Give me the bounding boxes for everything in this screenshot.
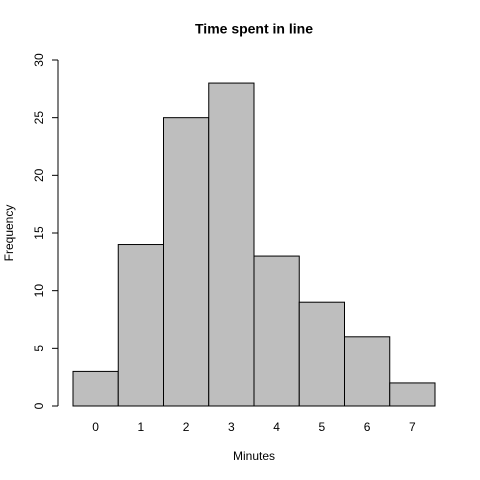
y-tick-label: 20 <box>32 168 46 182</box>
x-tick-label: 7 <box>409 420 416 434</box>
x-tick-label: 6 <box>364 420 371 434</box>
y-tick-label: 10 <box>32 284 46 298</box>
x-tick-label: 2 <box>183 420 190 434</box>
x-tick-label: 5 <box>319 420 326 434</box>
x-tick-label: 0 <box>92 420 99 434</box>
bar <box>298 301 345 407</box>
y-tick-label: 25 <box>32 111 46 125</box>
bar <box>72 370 119 407</box>
y-tick-label: 5 <box>32 345 46 352</box>
bar <box>253 255 300 407</box>
y-tick-label: 15 <box>32 226 46 240</box>
y-tick-label: 0 <box>32 402 46 409</box>
x-tick-label: 3 <box>228 420 235 434</box>
bar <box>389 382 436 407</box>
x-tick-label: 4 <box>273 420 280 434</box>
x-axis-label: Minutes <box>233 449 275 463</box>
y-axis-label: Frequency <box>2 205 16 262</box>
bar <box>163 117 210 407</box>
x-tick-label: 1 <box>138 420 145 434</box>
y-tick-label: 30 <box>32 53 46 67</box>
bar <box>208 82 255 407</box>
bar <box>344 336 391 407</box>
bar <box>117 244 164 407</box>
chart-title: Time spent in line <box>195 21 313 37</box>
